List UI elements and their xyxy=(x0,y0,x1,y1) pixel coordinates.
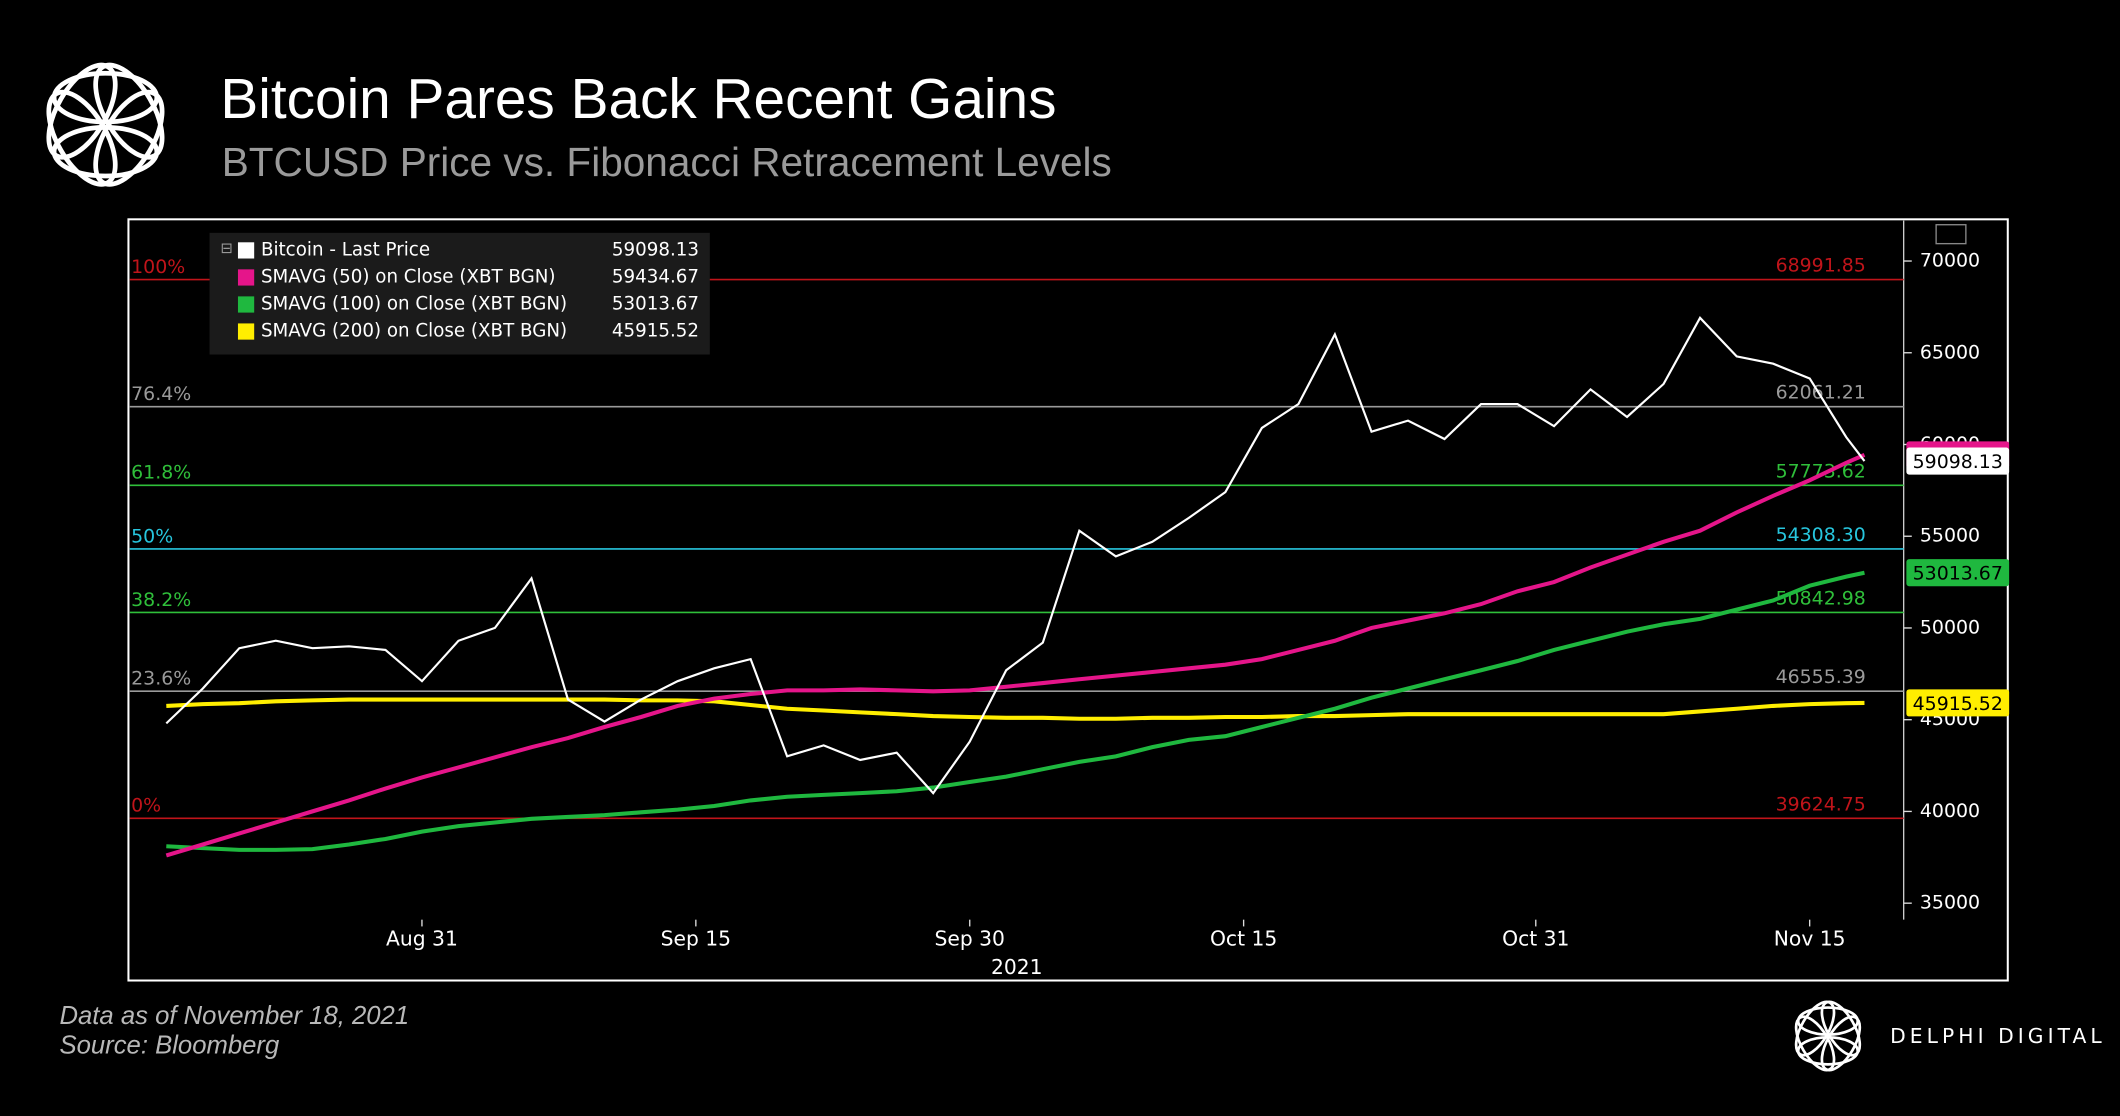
last-value-tag xyxy=(1906,447,2010,475)
x-axis-year: 2021 xyxy=(991,955,1043,979)
legend-swatch xyxy=(237,296,255,313)
chart-subtitle: BTCUSD Price vs. Fibonacci Retracement L… xyxy=(222,139,1112,185)
fib-level-label: 23.6% xyxy=(131,667,191,689)
legend-swatch xyxy=(237,323,255,340)
legend-swatch xyxy=(237,242,255,259)
legend-toggle: ⊟ xyxy=(220,239,232,257)
y-tick-label: 35000 xyxy=(1920,892,1980,914)
fib-level-value: 46555.39 xyxy=(1776,666,1866,688)
fib-level-label: 100% xyxy=(131,256,185,278)
y-tick-label: 55000 xyxy=(1920,525,1980,547)
legend-value: 59434.67 xyxy=(612,266,699,287)
last-value-label: 53013.67 xyxy=(1913,563,2003,585)
series-line xyxy=(166,570,1865,852)
x-tick-label: Oct 31 xyxy=(1502,926,1569,950)
fib-level-label: 76.4% xyxy=(131,383,191,405)
x-tick-label: Aug 31 xyxy=(386,926,458,950)
series-line xyxy=(165,316,1866,795)
legend-value: 53013.67 xyxy=(612,293,699,314)
legend-value: 59098.13 xyxy=(612,239,699,260)
chart-title: Bitcoin Pares Back Recent Gains xyxy=(220,68,1056,131)
series-line xyxy=(166,697,1865,721)
y-tick-label: 70000 xyxy=(1920,250,1980,272)
fib-level-value: 62061.21 xyxy=(1776,382,1866,404)
footnote: Data as of November 18, 2021 xyxy=(59,1002,409,1030)
last-value-label: 59098.13 xyxy=(1913,451,2003,473)
legend-value: 45915.52 xyxy=(612,321,699,342)
fib-level-value: 54308.30 xyxy=(1776,524,1866,546)
x-tick-label: Sep 15 xyxy=(661,926,731,950)
y-tick-label: 50000 xyxy=(1920,616,1980,638)
x-tick-label: Oct 15 xyxy=(1210,926,1277,950)
fib-level-value: 39624.75 xyxy=(1776,793,1866,815)
legend-entries: Bitcoin - Last Price 59098.13 SMAVG (50) o… xyxy=(237,239,699,342)
legend-label: SMAVG (100) on Close (XBT BGN) xyxy=(261,293,567,314)
fib-level-label: 0% xyxy=(131,795,161,817)
last-value-tag xyxy=(1906,559,2010,587)
last-value-label: 45915.52 xyxy=(1913,693,2003,715)
y-tick-label: 40000 xyxy=(1920,800,1980,822)
footnote: Source: Bloomberg xyxy=(59,1032,279,1060)
plot-area: 3500040000450005000055000600006500070000… xyxy=(129,250,2010,950)
legend-swatch xyxy=(237,269,255,286)
legend-label: Bitcoin - Last Price xyxy=(261,239,430,260)
legend xyxy=(209,232,710,355)
legend-label: SMAVG (50) on Close (XBT BGN) xyxy=(261,266,556,287)
brand-logo xyxy=(1794,1000,1862,1072)
series-line xyxy=(165,452,1866,858)
legend-label: SMAVG (200) on Close (XBT BGN) xyxy=(261,321,567,342)
fib-level-label: 61.8% xyxy=(131,462,191,484)
fib-level-label: 50% xyxy=(131,525,173,547)
fib-level-value: 50842.98 xyxy=(1776,587,1866,609)
brand-name: DELPHI DIGITAL xyxy=(1890,1024,2106,1048)
chart-menu-icon xyxy=(1935,224,1967,245)
last-value-tag xyxy=(1906,689,2010,717)
fib-level-label: 38.2% xyxy=(131,589,191,611)
fib-level-value: 57773.62 xyxy=(1776,460,1866,482)
x-tick-label: Nov 15 xyxy=(1774,926,1846,950)
logo xyxy=(46,62,165,187)
y-tick-label: 65000 xyxy=(1920,341,1980,363)
fib-level-value: 68991.85 xyxy=(1776,255,1866,277)
x-tick-label: Sep 30 xyxy=(935,926,1005,950)
